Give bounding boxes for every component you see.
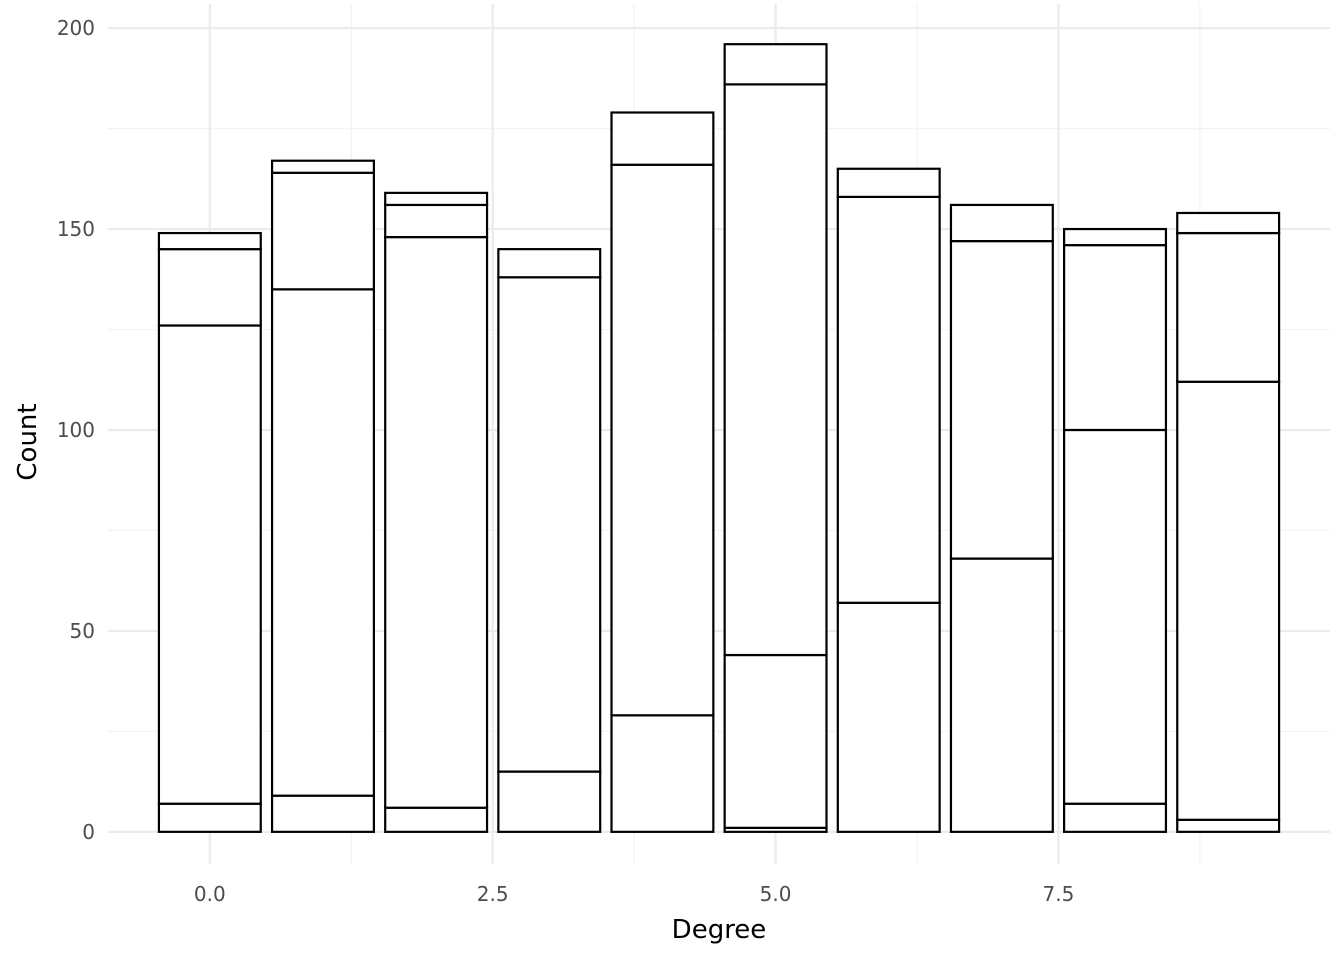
bar-segment: [610, 111, 715, 166]
y-axis-title: Count: [13, 403, 43, 480]
bar-segment: [1176, 818, 1281, 833]
bar-segment: [949, 557, 1054, 833]
bar-segment: [497, 248, 602, 279]
bar-segment: [949, 203, 1054, 243]
bar-stack-8: [1063, 227, 1168, 833]
bar-stack-4: [610, 111, 715, 833]
bar-segment: [270, 159, 375, 174]
bar-segment: [1176, 231, 1281, 383]
bar-stack-2: [384, 191, 489, 833]
bar-stack-6: [836, 167, 941, 833]
bar-segment: [949, 240, 1054, 560]
bar-segment: [1063, 802, 1168, 833]
bar-segment: [384, 203, 489, 239]
x-axis-ticks: 0.0 2.5 5.0 7.5: [194, 882, 1074, 906]
bar-segment: [723, 83, 828, 657]
y-tick-label: 50: [70, 619, 95, 643]
bar-segment: [610, 714, 715, 833]
bar-segment: [1063, 227, 1168, 247]
y-tick-label: 150: [57, 217, 95, 241]
bar-segment: [384, 806, 489, 833]
bar-segment: [270, 794, 375, 833]
bar-segment: [384, 235, 489, 809]
x-axis-title: Degree: [672, 915, 767, 945]
bar-stack-3: [497, 248, 602, 833]
y-axis-ticks: 0 50 100 150 200: [57, 16, 95, 844]
bar-segment: [723, 43, 828, 86]
bar-segment: [270, 288, 375, 797]
bar-segment: [836, 195, 941, 604]
bar-stack-0: [157, 231, 262, 833]
bar-segment: [723, 653, 828, 829]
x-tick-label: 2.5: [477, 882, 509, 906]
bar-segment: [836, 167, 941, 198]
bar-segment: [497, 276, 602, 773]
bar-segment: [270, 171, 375, 291]
bar-segment: [1176, 380, 1281, 821]
x-tick-label: 0.0: [194, 882, 226, 906]
bar-segment: [1063, 244, 1168, 432]
bar-stack-1: [270, 159, 375, 833]
bar-stack-5: [723, 43, 828, 833]
bar-segment: [157, 231, 262, 251]
bar-segment: [157, 248, 262, 327]
y-tick-label: 200: [57, 16, 95, 40]
bar-stack-9: [1176, 211, 1281, 833]
bar-segment: [1176, 211, 1281, 235]
bars: [157, 43, 1281, 833]
x-tick-label: 7.5: [1043, 882, 1075, 906]
y-tick-label: 0: [82, 820, 95, 844]
bar-segment: [1063, 428, 1168, 805]
x-tick-label: 5.0: [760, 882, 792, 906]
bar-segment: [610, 163, 715, 717]
bar-stack-7: [949, 203, 1054, 833]
bar-segment: [384, 191, 489, 207]
y-tick-label: 100: [57, 418, 95, 442]
bar-segment: [497, 770, 602, 833]
bar-segment: [157, 324, 262, 805]
bar-segment: [836, 601, 941, 833]
bar-segment: [157, 802, 262, 833]
